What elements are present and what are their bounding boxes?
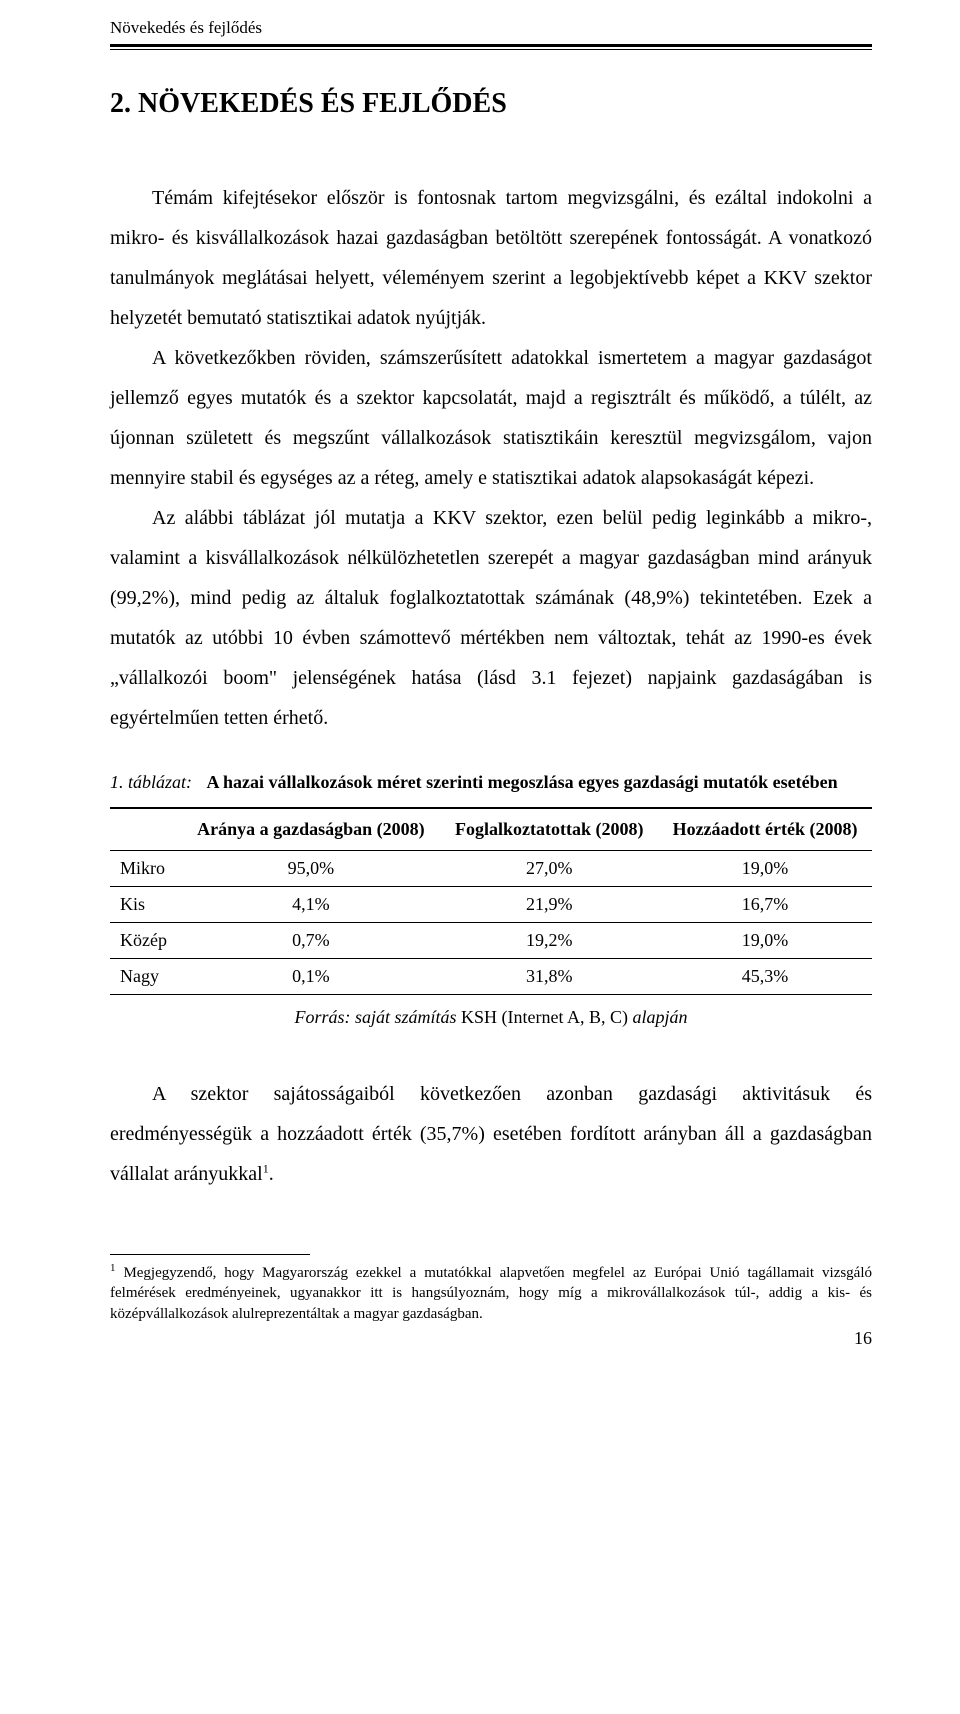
- cell: 27,0%: [440, 851, 658, 887]
- table-caption-lead: 1. táblázat:: [110, 772, 192, 792]
- cell: 45,3%: [658, 959, 872, 995]
- cell: 16,7%: [658, 887, 872, 923]
- cell: 19,0%: [658, 923, 872, 959]
- source-italic-1: Forrás: saját számítás: [294, 1007, 461, 1027]
- table-header-row: Aránya a gazdaságban (2008) Foglalkoztat…: [110, 808, 872, 851]
- header-rule-thick: [110, 44, 872, 47]
- row-label: Közép: [110, 923, 181, 959]
- col-blank: [110, 808, 181, 851]
- cell: 4,1%: [181, 887, 440, 923]
- table-source: Forrás: saját számítás KSH (Internet A, …: [110, 1007, 872, 1028]
- cell: 21,9%: [440, 887, 658, 923]
- table-row: Nagy 0,1% 31,8% 45,3%: [110, 959, 872, 995]
- footnote-text: Megjegyzendő, hogy Magyarország ezekkel …: [110, 1265, 872, 1322]
- cell: 95,0%: [181, 851, 440, 887]
- table-caption: 1. táblázat: A hazai vállalkozások méret…: [110, 772, 872, 793]
- footnote-marker: 1: [110, 1262, 116, 1274]
- paragraph-2: A következőkben röviden, számszerűsített…: [110, 338, 872, 498]
- row-label: Kis: [110, 887, 181, 923]
- running-head: Növekedés és fejlődés: [110, 18, 872, 38]
- section-title: 2. NÖVEKEDÉS ÉS FEJLŐDÉS: [110, 88, 872, 120]
- page-number: 16: [110, 1328, 872, 1349]
- table-row: Kis 4,1% 21,9% 16,7%: [110, 887, 872, 923]
- cell: 31,8%: [440, 959, 658, 995]
- header-rule-thin: [110, 49, 872, 50]
- col-share: Aránya a gazdaságban (2008): [181, 808, 440, 851]
- paragraph-4: A szektor sajátosságaiból következően az…: [110, 1074, 872, 1194]
- page: Növekedés és fejlődés 2. NÖVEKEDÉS ÉS FE…: [0, 0, 960, 1379]
- row-label: Nagy: [110, 959, 181, 995]
- paragraph-3: Az alábbi táblázat jól mutatja a KKV sze…: [110, 498, 872, 738]
- source-plain: KSH (Internet A, B, C): [461, 1007, 632, 1027]
- col-value: Hozzáadott érték (2008): [658, 808, 872, 851]
- footnote: 1 Megjegyzendő, hogy Magyarország ezekke…: [110, 1261, 872, 1324]
- data-table: Aránya a gazdaságban (2008) Foglalkoztat…: [110, 807, 872, 995]
- row-label: Mikro: [110, 851, 181, 887]
- table-row: Mikro 95,0% 27,0% 19,0%: [110, 851, 872, 887]
- source-italic-2: alapján: [633, 1007, 688, 1027]
- paragraph-4-text: A szektor sajátosságaiból következően az…: [110, 1083, 872, 1185]
- col-employ: Foglalkoztatottak (2008): [440, 808, 658, 851]
- cell: 19,0%: [658, 851, 872, 887]
- paragraph-1: Témám kifejtésekor először is fontosnak …: [110, 178, 872, 338]
- table-caption-title: A hazai vállalkozások méret szerinti meg…: [207, 772, 838, 792]
- cell: 0,7%: [181, 923, 440, 959]
- cell: 0,1%: [181, 959, 440, 995]
- paragraph-4-tail: .: [269, 1163, 274, 1185]
- footnote-rule: [110, 1254, 310, 1255]
- cell: 19,2%: [440, 923, 658, 959]
- table-row: Közép 0,7% 19,2% 19,0%: [110, 923, 872, 959]
